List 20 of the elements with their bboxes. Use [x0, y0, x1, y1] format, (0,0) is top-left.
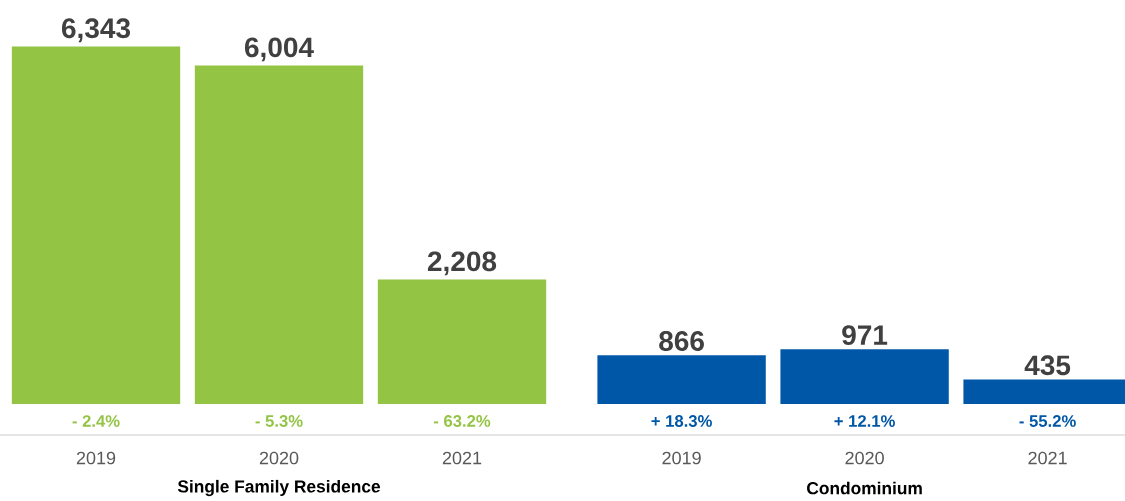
x-tick-label: 2020 — [845, 451, 884, 465]
text: Single Family Residence — [177, 479, 381, 497]
data-label: 866 — [659, 331, 704, 351]
text: Condominium — [807, 481, 922, 495]
x-tick-label: 2019 — [662, 451, 701, 465]
x-tick-label: 2019 — [76, 451, 116, 465]
x-tick-label: 2021 — [442, 451, 482, 465]
x-tick-label: 2021 — [1028, 451, 1067, 465]
text: - 55.2% — [1019, 415, 1076, 427]
data-label: 2,208 — [427, 251, 497, 276]
data-label: 6,343 — [61, 18, 131, 43]
data-label: 971 — [842, 325, 888, 345]
text: - 2.4% — [72, 415, 120, 427]
text: - 63.2% — [433, 415, 491, 427]
text: - 5.3% — [255, 415, 303, 427]
data-label: 435 — [1024, 355, 1071, 376]
text: + 12.1% — [834, 415, 895, 427]
x-tick-label: 2020 — [259, 451, 299, 465]
text: + 18.3% — [651, 415, 712, 427]
data-label: 6,004 — [244, 37, 314, 62]
